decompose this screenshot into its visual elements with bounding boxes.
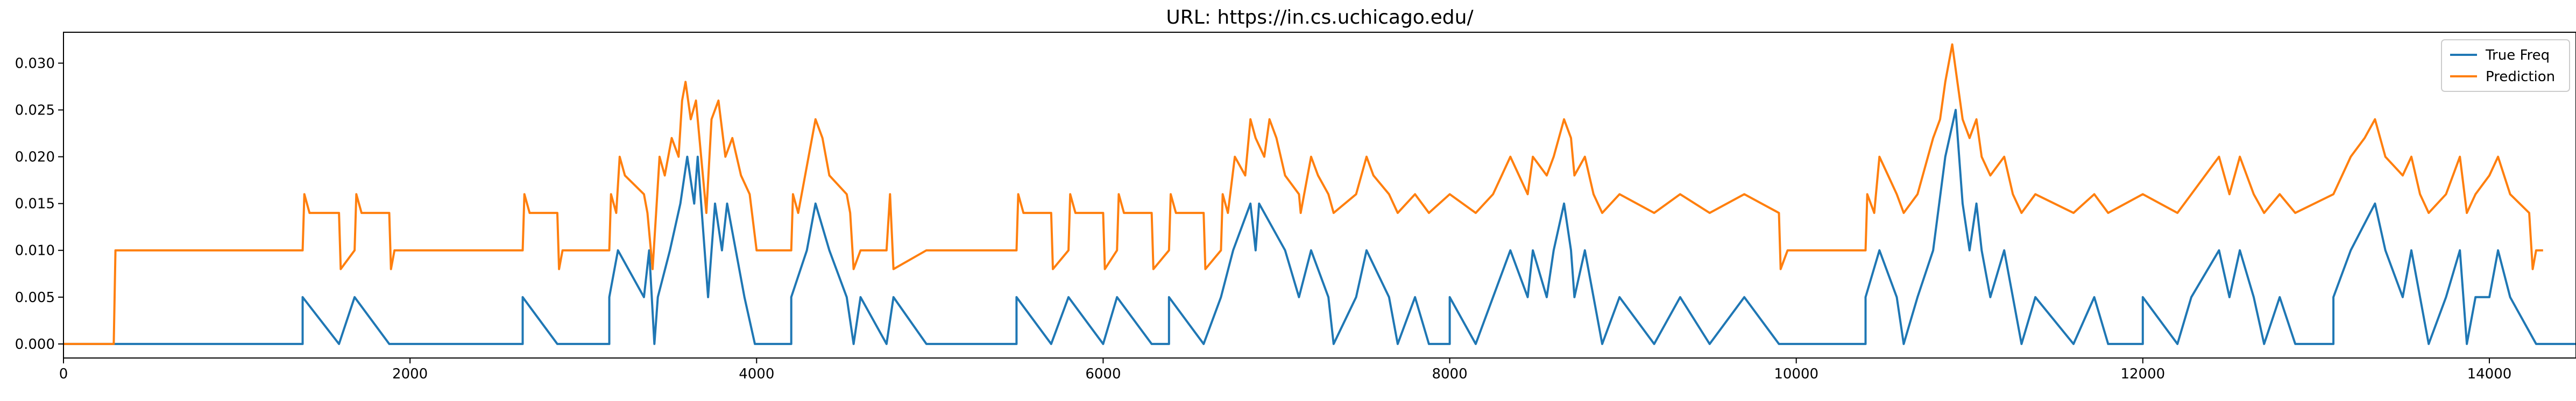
plot-frame xyxy=(63,32,2576,359)
x-tick-label: 6000 xyxy=(1085,366,1121,382)
series-line-true-freq xyxy=(63,109,2576,345)
y-tick-label: 0.025 xyxy=(15,103,55,119)
x-tick-label: 8000 xyxy=(1432,366,1467,382)
y-tick-label: 0.030 xyxy=(15,55,55,71)
x-tick-label: 2000 xyxy=(392,366,428,382)
y-tick-label: 0.000 xyxy=(15,336,55,353)
y-axis: 0.000 0.005 0.010 0.015 0.020 0.025 0.030 xyxy=(15,55,63,353)
chart-title: URL: https://in.cs.uchicago.edu/ xyxy=(1166,6,1474,28)
y-tick-label: 0.020 xyxy=(15,149,55,166)
legend-label: True Freq xyxy=(2485,47,2550,63)
legend-box xyxy=(2441,39,2570,92)
x-axis: 0 2000 4000 6000 8000 10000 12000 14000 xyxy=(59,358,2512,382)
x-tick-label: 4000 xyxy=(739,366,774,382)
y-tick-label: 0.005 xyxy=(15,290,55,306)
x-tick-label: 10000 xyxy=(1774,366,1818,382)
legend[interactable]: True Freq Prediction xyxy=(2441,39,2570,92)
legend-label: Prediction xyxy=(2486,69,2555,85)
x-tick-label: 12000 xyxy=(2120,366,2165,382)
x-tick-label: 14000 xyxy=(2467,366,2512,382)
series-layer xyxy=(63,43,2576,345)
y-tick-label: 0.010 xyxy=(15,243,55,259)
y-tick-label: 0.015 xyxy=(15,196,55,212)
series-line-prediction xyxy=(63,43,2543,345)
x-tick-label: 0 xyxy=(59,366,68,382)
